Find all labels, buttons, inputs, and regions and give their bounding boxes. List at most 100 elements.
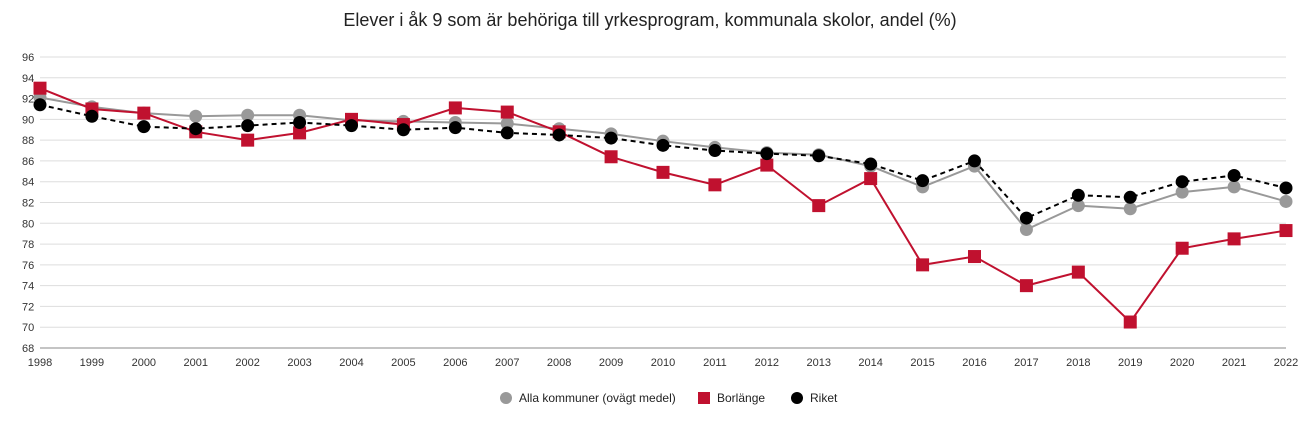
data-point-borlänge [1123, 315, 1137, 329]
data-point-riket [241, 119, 255, 133]
data-point-borlänge [33, 81, 47, 95]
x-tick-label: 2016 [962, 357, 986, 369]
legend-marker-alla-kommuner-ovägt-medel [500, 392, 512, 404]
y-tick-label: 76 [22, 260, 34, 272]
data-point-riket [1019, 211, 1033, 225]
data-point-borlänge [760, 158, 774, 172]
y-tick-label: 86 [22, 156, 34, 168]
y-tick-label: 74 [22, 281, 34, 293]
data-point-borlänge [968, 250, 981, 264]
data-point-alla-kommuner-ovägt-medel [189, 109, 203, 123]
data-point-riket [604, 131, 618, 145]
y-tick-label: 88 [22, 135, 34, 147]
y-tick-label: 82 [22, 198, 34, 210]
data-point-borlänge [137, 106, 151, 120]
chart-title: Elever i åk 9 som är behöriga till yrkes… [343, 10, 957, 30]
data-point-riket [1175, 175, 1189, 189]
x-tick-label: 2009 [599, 357, 623, 369]
x-tick-label: 2000 [132, 357, 156, 369]
y-tick-label: 90 [22, 114, 34, 126]
data-point-riket [500, 126, 514, 140]
data-point-borlänge [241, 133, 255, 147]
series-line-alla-kommuner-ovägt-medel [39, 96, 1287, 231]
data-point-riket [137, 120, 151, 134]
y-tick-label: 68 [22, 343, 34, 355]
data-point-borlänge [1279, 224, 1293, 238]
data-point-riket [33, 98, 47, 112]
data-point-riket [189, 122, 203, 136]
y-tick-label: 70 [22, 322, 34, 334]
x-tick-label: 1999 [80, 357, 104, 369]
y-tick-label: 92 [22, 94, 34, 106]
legend-label-borlänge: Borlänge [717, 391, 765, 405]
x-tick-label: 2020 [1170, 357, 1194, 369]
data-point-riket [1227, 168, 1241, 182]
data-point-riket [293, 115, 307, 129]
y-tick-label: 94 [22, 73, 34, 85]
data-point-borlänge [812, 199, 826, 213]
x-tick-label: 2012 [755, 357, 779, 369]
data-point-borlänge [500, 105, 514, 119]
x-tick-label: 2003 [287, 357, 311, 369]
x-tick-label: 2018 [1066, 357, 1090, 369]
data-point-borlänge [1019, 279, 1033, 293]
data-point-borlänge [916, 258, 930, 272]
y-tick-label: 78 [22, 239, 34, 251]
data-point-riket [708, 144, 722, 158]
y-tick-label: 80 [22, 218, 34, 230]
y-tick-label: 72 [22, 301, 34, 313]
data-point-alla-kommuner-ovägt-medel [1279, 194, 1293, 208]
data-point-riket [1123, 190, 1137, 204]
data-point-alla-kommuner-ovägt-medel [1227, 180, 1241, 194]
data-point-riket [552, 128, 566, 142]
data-point-borlänge [1175, 241, 1189, 255]
data-point-riket [396, 123, 410, 137]
data-point-borlänge [656, 165, 670, 179]
data-point-borlänge [864, 172, 878, 186]
data-point-riket [1279, 181, 1293, 195]
data-point-riket [760, 147, 774, 161]
data-point-borlänge [1227, 232, 1241, 246]
x-tick-label: 2019 [1118, 357, 1142, 369]
data-point-riket [968, 154, 981, 168]
data-point-alla-kommuner-ovägt-medel [1123, 202, 1137, 216]
legend-marker-riket [791, 392, 803, 404]
data-point-riket [448, 121, 462, 135]
x-tick-label: 2015 [910, 357, 934, 369]
series-line-borlänge [39, 87, 1287, 324]
y-tick-label: 84 [22, 177, 34, 189]
x-tick-label: 2005 [391, 357, 415, 369]
data-point-riket [812, 149, 826, 163]
x-tick-label: 1998 [28, 357, 52, 369]
data-point-borlänge [604, 150, 618, 164]
x-tick-label: 2014 [858, 357, 882, 369]
x-tick-label: 2017 [1014, 357, 1038, 369]
x-tick-label: 2001 [184, 357, 208, 369]
legend-marker-borlänge [698, 392, 710, 404]
x-tick-label: 2004 [339, 357, 363, 369]
series-line-riket [39, 103, 1287, 220]
x-tick-label: 2010 [651, 357, 675, 369]
x-tick-label: 2011 [703, 357, 727, 369]
x-tick-label: 2013 [807, 357, 831, 369]
data-point-alla-kommuner-ovägt-medel [1019, 223, 1033, 237]
legend-label-riket: Riket [810, 391, 838, 405]
data-point-borlänge [293, 126, 307, 140]
y-tick-label: 96 [22, 52, 34, 64]
legend-label-alla-kommuner-ovägt-medel: Alla kommuner (ovägt medel) [519, 391, 676, 405]
x-tick-label: 2008 [547, 357, 571, 369]
data-point-borlänge [448, 101, 462, 115]
data-point-riket [85, 109, 99, 123]
data-point-alla-kommuner-ovägt-medel [241, 108, 255, 122]
data-point-riket [916, 174, 930, 188]
data-point-alla-kommuner-ovägt-medel [500, 117, 514, 131]
x-tick-label: 2002 [235, 357, 259, 369]
data-point-riket [345, 119, 358, 133]
x-tick-label: 2006 [443, 357, 467, 369]
data-point-borlänge [1071, 265, 1085, 279]
data-point-riket [656, 138, 670, 152]
data-point-borlänge [708, 178, 722, 192]
data-point-riket [1071, 188, 1085, 202]
x-tick-label: 2007 [495, 357, 519, 369]
